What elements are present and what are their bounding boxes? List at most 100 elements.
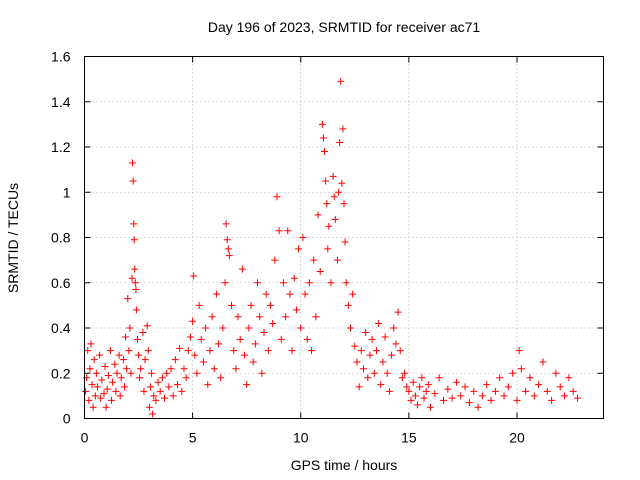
data-point — [146, 383, 154, 391]
data-point — [221, 279, 229, 287]
data-point — [574, 394, 582, 402]
y-tick-label: 1.4 — [51, 94, 71, 110]
data-point — [236, 335, 244, 343]
data-point — [191, 351, 199, 359]
data-point — [178, 387, 186, 395]
data-point — [349, 290, 357, 298]
data-point — [102, 403, 110, 411]
data-point — [344, 301, 352, 309]
data-point — [165, 383, 173, 391]
data-point — [245, 324, 253, 332]
data-point — [219, 324, 227, 332]
data-point — [113, 369, 121, 377]
data-point — [149, 410, 157, 418]
data-point — [565, 374, 573, 382]
x-tick-label: 20 — [509, 430, 525, 446]
data-point — [234, 313, 242, 321]
data-point — [465, 399, 473, 407]
data-point — [424, 381, 432, 389]
grid — [84, 56, 604, 419]
data-point — [161, 394, 169, 402]
data-point — [156, 387, 164, 395]
data-point — [277, 335, 285, 343]
data-point — [483, 381, 491, 389]
data-point — [548, 396, 556, 404]
data-point — [461, 383, 469, 391]
y-tick-label: 1.2 — [51, 139, 71, 155]
data-point — [346, 324, 354, 332]
data-point — [275, 227, 283, 235]
y-axis: 0 0.2 0.4 0.6 0.8 1 1.2 1.4 1.6 — [51, 49, 604, 427]
y-tick-label: 0.4 — [51, 320, 71, 336]
data-point — [470, 387, 478, 395]
data-point — [123, 365, 131, 373]
data-point — [388, 351, 396, 359]
data-point — [143, 322, 151, 330]
data-point — [262, 290, 270, 298]
data-point — [407, 396, 415, 404]
data-point — [452, 378, 460, 386]
data-point — [337, 77, 345, 85]
data-point — [100, 390, 108, 398]
data-point — [86, 365, 94, 373]
data-point — [115, 351, 123, 359]
data-point — [167, 365, 175, 373]
data-point — [108, 396, 116, 404]
data-point — [258, 369, 266, 377]
data-point — [117, 374, 125, 382]
data-point — [334, 256, 342, 264]
data-point — [256, 313, 264, 321]
data-point — [299, 234, 307, 241]
data-point — [271, 256, 279, 264]
y-tick-label: 0.2 — [51, 365, 71, 381]
data-point — [96, 351, 104, 359]
data-point — [331, 215, 339, 223]
data-point — [381, 333, 389, 341]
x-tick-label: 5 — [189, 430, 197, 446]
data-point — [305, 279, 313, 287]
data-point — [308, 347, 316, 355]
data-point — [372, 347, 380, 355]
data-point — [530, 392, 538, 400]
data-point — [517, 365, 525, 373]
data-point — [310, 256, 318, 264]
data-point — [370, 369, 378, 377]
data-point — [273, 193, 281, 201]
data-point — [122, 333, 130, 341]
data-point — [85, 396, 93, 404]
data-point — [535, 381, 543, 389]
data-point — [189, 317, 197, 325]
data-point — [195, 301, 203, 309]
data-point — [301, 290, 309, 298]
data-point — [238, 265, 246, 273]
data-point — [444, 385, 452, 393]
data-point — [129, 159, 137, 167]
y-tick-label: 0 — [63, 411, 71, 427]
data-point — [88, 381, 96, 389]
data-point — [202, 324, 210, 332]
x-tick-label: 0 — [81, 430, 89, 446]
data-point — [148, 369, 156, 377]
data-point — [230, 347, 238, 355]
data-point — [126, 324, 134, 332]
data-point — [127, 369, 135, 377]
data-point — [330, 193, 338, 201]
data-point — [128, 274, 136, 282]
data-point — [199, 358, 207, 366]
data-point — [396, 347, 404, 355]
data-point — [556, 383, 564, 391]
data-point — [339, 125, 347, 133]
data-point — [375, 319, 383, 327]
data-point — [197, 335, 205, 343]
data-point — [171, 356, 179, 364]
data-point — [284, 227, 292, 235]
data-point — [101, 362, 109, 370]
data-point — [106, 347, 114, 355]
data-point — [223, 236, 231, 244]
data-point — [112, 387, 120, 395]
data-point — [383, 369, 391, 377]
data-series — [82, 77, 582, 418]
data-point — [418, 374, 426, 382]
data-point — [552, 369, 560, 377]
data-point — [509, 369, 517, 377]
